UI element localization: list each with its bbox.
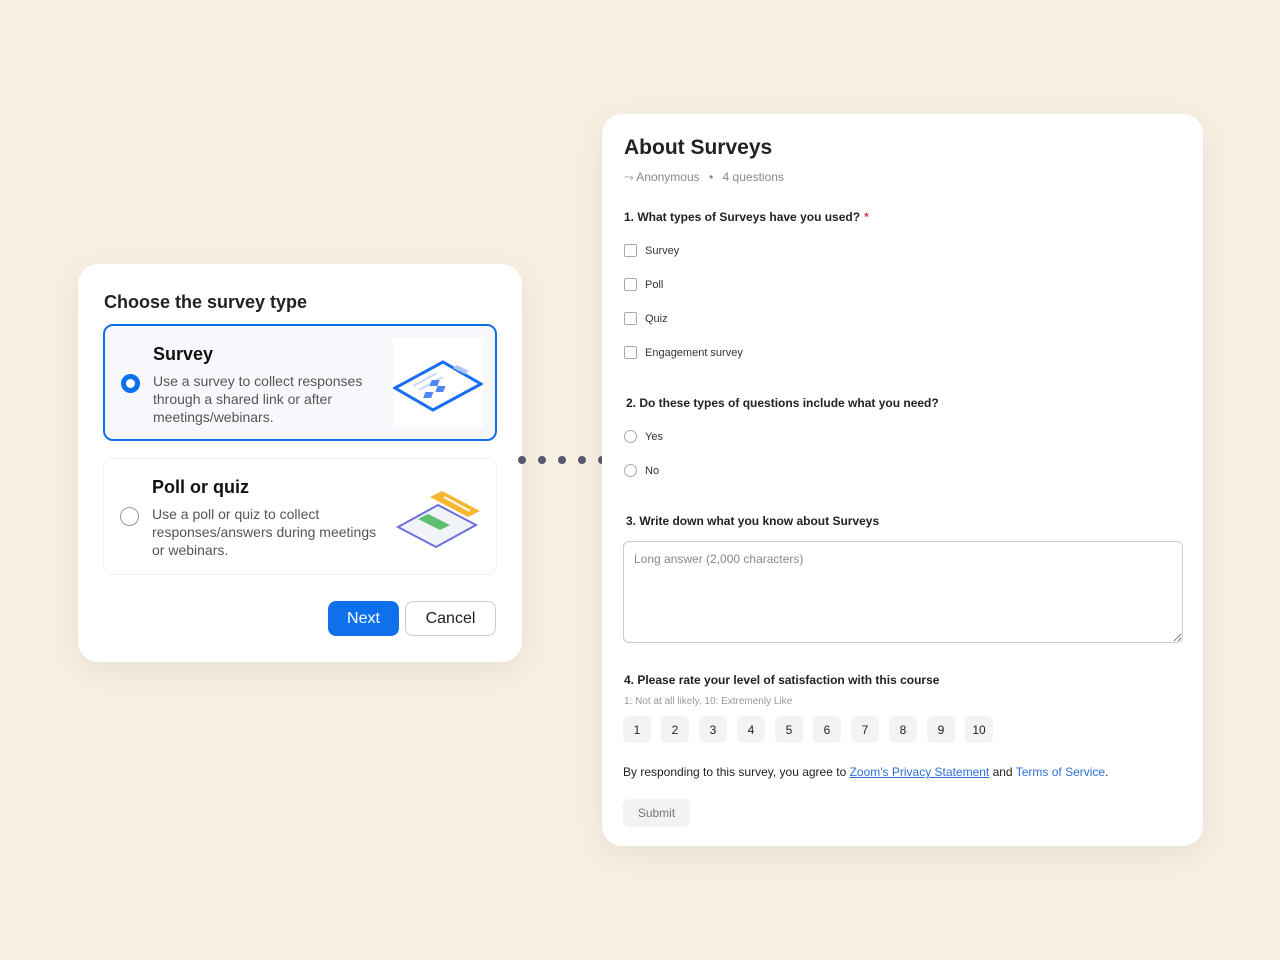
checkbox-quiz[interactable]: Quiz [624, 312, 668, 325]
next-button[interactable]: Next [328, 601, 399, 636]
rating-6[interactable]: 6 [813, 716, 841, 743]
rating-5[interactable]: 5 [775, 716, 803, 743]
rating-4[interactable]: 4 [737, 716, 765, 743]
agreement-prefix: By responding to this survey, you agree … [623, 765, 850, 779]
checkbox-label: Engagement survey [645, 346, 743, 359]
survey-meta: ⤳ Anonymous • 4 questions [624, 170, 784, 185]
separator: • [709, 170, 714, 184]
radio-label: No [645, 464, 660, 477]
rating-scale: 1 2 3 4 5 6 7 8 9 10 [623, 716, 993, 743]
rating-9[interactable]: 9 [927, 716, 955, 743]
option-title: Poll or quiz [152, 477, 249, 497]
checkbox-poll[interactable]: Poll [624, 278, 663, 291]
survey-type-dialog: Choose the survey type Survey Use a surv… [78, 264, 522, 662]
long-answer-input[interactable] [623, 541, 1183, 643]
rating-2[interactable]: 2 [661, 716, 689, 743]
survey-form: About Surveys ⤳ Anonymous • 4 questions … [602, 114, 1203, 846]
checkbox[interactable] [624, 346, 637, 359]
checkbox-label: Quiz [645, 312, 668, 325]
question-1-label: 1. What types of Surveys have you used? * [624, 210, 869, 224]
required-marker: * [864, 210, 869, 224]
radio-yes[interactable]: Yes [624, 430, 663, 443]
option-description: Use a survey to collect responses throug… [153, 373, 363, 425]
privacy-statement-link[interactable]: Zoom's Privacy Statement [849, 765, 990, 779]
option-survey[interactable]: Survey Use a survey to collect responses… [103, 324, 497, 441]
connector-dot [518, 456, 526, 464]
question-4-label: 4. Please rate your level of satisfactio… [624, 673, 940, 687]
connector-dot [578, 456, 586, 464]
agreement-text: By responding to this survey, you agree … [623, 765, 1108, 779]
rating-7[interactable]: 7 [851, 716, 879, 743]
question-text: 1. What types of Surveys have you used? [624, 210, 861, 224]
question-count: 4 questions [722, 170, 784, 184]
checkbox-label: Survey [645, 244, 680, 257]
anonymous-eye-closed-icon: ⤳ [624, 170, 634, 184]
option-title: Survey [153, 344, 214, 364]
rating-3[interactable]: 3 [699, 716, 727, 743]
submit-button[interactable]: Submit [623, 799, 690, 827]
connector-dot [538, 456, 546, 464]
radio[interactable] [624, 464, 637, 477]
option-description: Use a poll or quiz to collect responses/… [152, 506, 377, 558]
rating-8[interactable]: 8 [889, 716, 917, 743]
rating-1[interactable]: 1 [623, 716, 651, 743]
cancel-button[interactable]: Cancel [405, 601, 496, 636]
radio-survey[interactable] [121, 374, 140, 393]
checkbox[interactable] [624, 278, 637, 291]
checkbox[interactable] [624, 312, 637, 325]
clipboard-illustration-icon [391, 338, 485, 428]
radio-label: Yes [645, 430, 663, 443]
agreement-and: and [989, 765, 1016, 779]
radio-poll-or-quiz[interactable] [120, 507, 139, 526]
terms-of-service-link[interactable]: Terms of Service [1015, 765, 1106, 779]
question-2-label: 2. Do these types of questions include w… [626, 396, 939, 410]
checkbox[interactable] [624, 244, 637, 257]
radio-no[interactable]: No [624, 464, 659, 477]
checkbox-engagement-survey[interactable]: Engagement survey [624, 346, 743, 359]
option-poll-or-quiz[interactable]: Poll or quiz Use a poll or quiz to colle… [103, 458, 497, 575]
rating-10[interactable]: 10 [965, 716, 993, 743]
question-3-label: 3. Write down what you know about Survey… [626, 514, 880, 528]
rating-hint: 1: Not at all likely, 10: Extremenly Lik… [624, 696, 793, 707]
agreement-suffix: . [1105, 765, 1109, 779]
anonymous-label: Anonymous [636, 170, 700, 184]
dialog-title: Choose the survey type [104, 292, 308, 312]
checkbox-survey[interactable]: Survey [624, 244, 679, 257]
quiz-illustration-icon [394, 471, 484, 561]
connector-dot [558, 456, 566, 464]
radio[interactable] [624, 430, 637, 443]
survey-title: About Surveys [624, 136, 773, 159]
checkbox-label: Poll [645, 278, 664, 291]
